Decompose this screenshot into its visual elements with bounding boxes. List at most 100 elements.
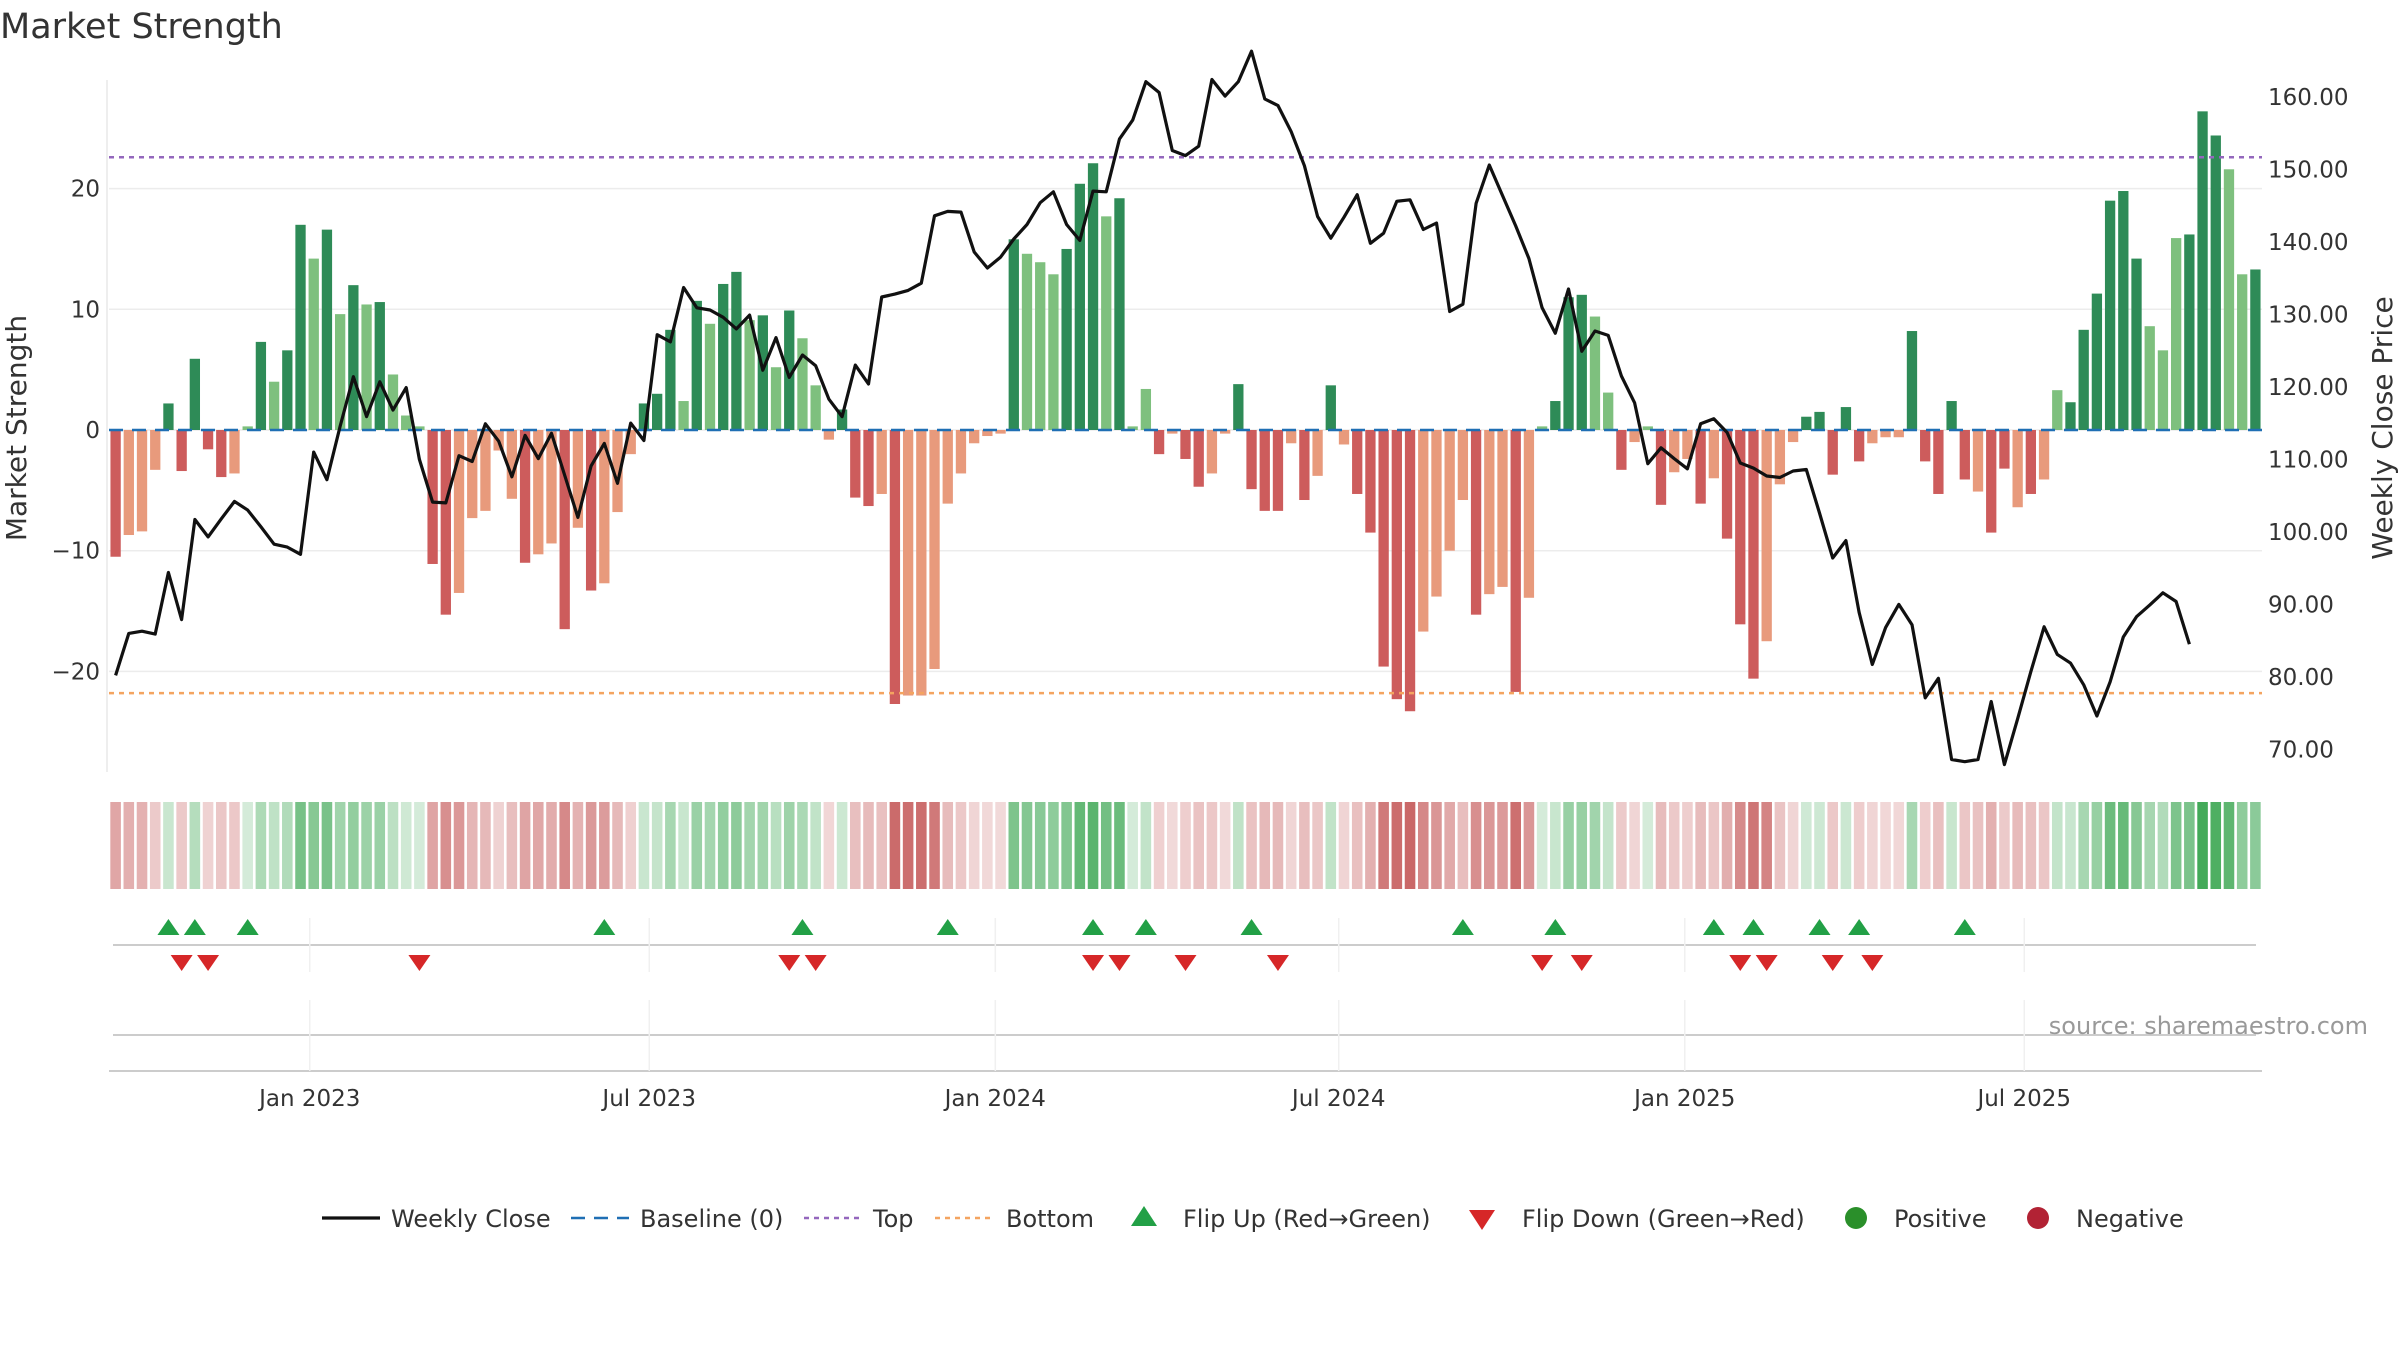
strip-cell-109 (1550, 802, 1561, 889)
strip-cell-29 (493, 802, 504, 889)
strength-bar-129 (1814, 411, 1825, 430)
strength-bar-69 (1021, 253, 1033, 430)
legend-label-4: Flip Up (Red→Green) (1183, 1205, 1431, 1233)
flip-down-marker-5 (1082, 955, 1105, 971)
flip-down-marker-8 (1266, 955, 1289, 971)
strength-bar-51 (784, 310, 795, 430)
strength-bars (110, 111, 2261, 712)
strip-cell-116 (1642, 802, 1654, 889)
strength-bar-106 (1510, 430, 1521, 692)
strength-bar-66 (982, 430, 993, 437)
strength-bar-37 (599, 430, 610, 584)
x-tick-1: Jul 2023 (600, 1086, 696, 1112)
strength-bar-81 (1180, 430, 1191, 459)
strip-cell-88 (1272, 802, 1284, 889)
strength-bar-125 (1761, 430, 1772, 642)
legend-swatch-6 (1845, 1207, 1867, 1229)
strip-cell-151 (2104, 802, 2116, 889)
strength-bar-0 (110, 430, 121, 557)
strength-bar-99 (1418, 430, 1429, 632)
strip-cell-161 (2236, 802, 2248, 889)
strength-bar-22 (401, 415, 412, 430)
flip-down-marker-6 (1108, 955, 1131, 971)
strip-cell-96 (1378, 802, 1389, 889)
strip-cell-102 (1457, 802, 1469, 889)
strip-cell-86 (1246, 802, 1257, 889)
strength-bar-92 (1325, 385, 1336, 430)
strength-bar-59 (889, 430, 901, 704)
strength-bar-18 (348, 285, 359, 430)
y-right-tick-9: 70.00 (2268, 737, 2334, 763)
strength-bar-76 (1114, 198, 1125, 430)
strength-bar-73 (1074, 183, 1085, 430)
strength-bar-98 (1404, 430, 1416, 712)
strip-cell-38 (612, 802, 623, 889)
strip-cell-107 (1523, 802, 1535, 889)
strength-bar-100 (1431, 430, 1442, 597)
strength-bar-31 (519, 430, 531, 563)
strip-cell-42 (665, 802, 676, 889)
strength-bar-107 (1523, 430, 1535, 598)
strip-cell-32 (532, 802, 544, 889)
strip-cell-158 (2197, 802, 2208, 889)
strength-bar-154 (2144, 326, 2155, 430)
strip-cell-6 (189, 802, 201, 889)
weekly-close-line (114, 49, 2191, 767)
strip-cell-75 (1100, 802, 1112, 889)
strength-bar-159 (2210, 135, 2221, 430)
chart-title: Market Strength (0, 7, 283, 47)
strip-cell-34 (559, 802, 570, 889)
strength-bar-42 (665, 329, 676, 430)
flip-up-marker-3 (593, 919, 616, 935)
strength-bar-23 (414, 426, 425, 430)
strip-cell-31 (519, 802, 531, 889)
strip-cell-132 (1853, 802, 1865, 889)
strength-bar-44 (691, 300, 702, 430)
y-right-tick-0: 160.00 (2268, 85, 2348, 111)
strength-bar-131 (1840, 407, 1852, 430)
strip-cell-64 (955, 802, 967, 889)
strip-cell-119 (1682, 802, 1693, 889)
strip-cell-103 (1470, 802, 1482, 889)
strip-cell-139 (1946, 802, 1957, 889)
strength-bar-4 (163, 403, 174, 430)
x-tick-5: Jul 2025 (1975, 1086, 2071, 1112)
strength-bar-50 (770, 367, 782, 430)
strength-bar-87 (1259, 430, 1270, 511)
y-right-tick-3: 130.00 (2268, 302, 2348, 328)
strength-bar-117 (1655, 430, 1667, 505)
strip-cell-127 (1787, 802, 1799, 889)
strip-cell-80 (1167, 802, 1178, 889)
strip-cell-110 (1563, 802, 1574, 889)
strip-cell-115 (1629, 802, 1640, 889)
strip-cell-125 (1761, 802, 1772, 889)
strip-cell-131 (1840, 802, 1852, 889)
y-right-tick-7: 90.00 (2268, 592, 2334, 618)
strip-cell-46 (717, 802, 729, 889)
strip-cell-40 (638, 802, 650, 889)
strength-bar-63 (942, 430, 953, 504)
strength-bar-161 (2237, 274, 2248, 430)
strip-cell-159 (2210, 802, 2222, 889)
strip-cell-41 (651, 802, 663, 889)
strip-cell-73 (1074, 802, 1086, 889)
strength-bar-55 (836, 409, 848, 430)
strip-cell-123 (1734, 802, 1746, 889)
strength-bar-123 (1735, 430, 1746, 625)
strength-bar-119 (1682, 430, 1693, 459)
strip-cell-91 (1312, 802, 1323, 889)
strength-bar-12 (268, 381, 280, 430)
strength-bar-6 (189, 358, 201, 430)
strip-cell-140 (1959, 802, 1971, 889)
strip-cell-85 (1233, 802, 1244, 889)
strip-cell-87 (1259, 802, 1271, 889)
legend-label-7: Negative (2076, 1205, 2184, 1233)
strength-bar-134 (1880, 430, 1891, 438)
legend-swatch-5 (1469, 1210, 1495, 1230)
strength-bar-30 (506, 430, 518, 499)
strength-bar-5 (176, 430, 187, 472)
strip-cell-13 (282, 802, 293, 889)
strength-bar-104 (1484, 430, 1495, 595)
flip-up-marker-7 (1134, 919, 1157, 935)
strength-bar-122 (1721, 430, 1733, 539)
